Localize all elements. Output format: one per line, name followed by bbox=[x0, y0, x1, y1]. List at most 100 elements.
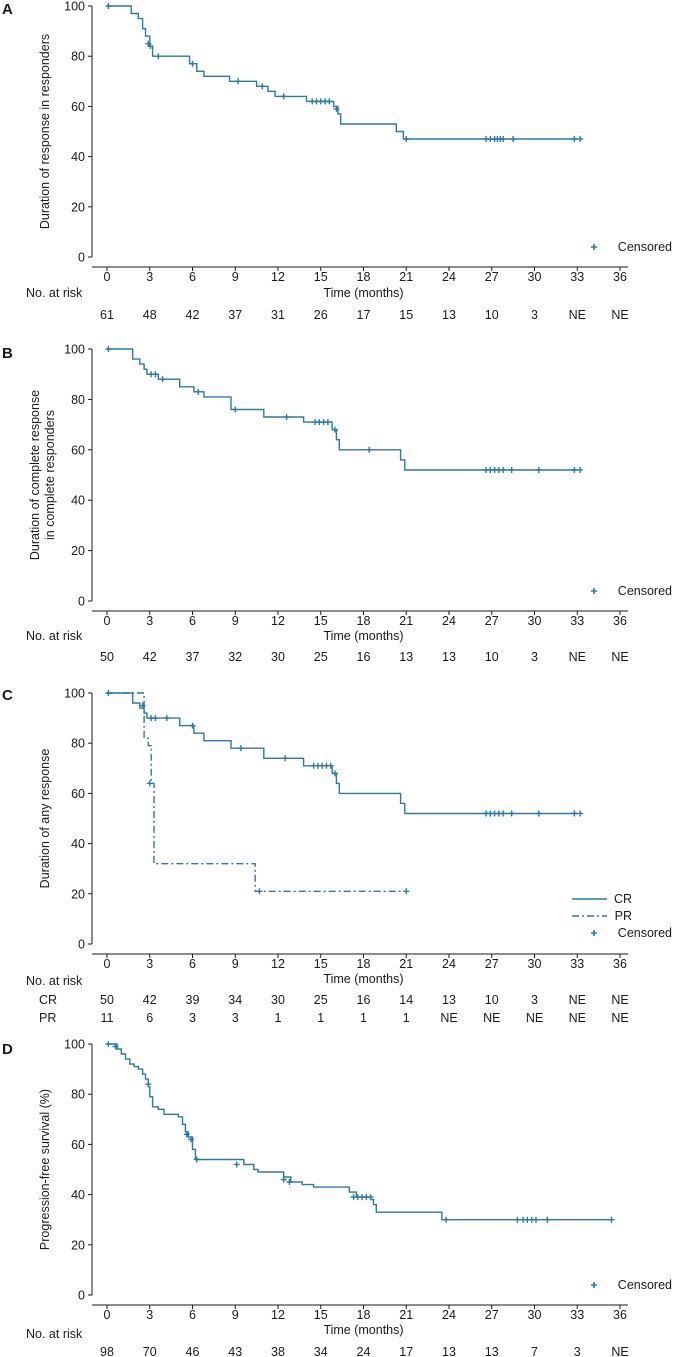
x-axis-title: Time (months) bbox=[323, 286, 403, 300]
risk-table-label: No. at risk bbox=[26, 974, 83, 988]
km-curve-pfs bbox=[107, 1043, 613, 1221]
panel-letter: C bbox=[2, 687, 13, 704]
y-tick-label: 0 bbox=[78, 251, 85, 265]
x-tick-label: 6 bbox=[189, 957, 196, 971]
censor-mark bbox=[233, 1161, 240, 1168]
censor-mark bbox=[280, 1176, 287, 1183]
censor-mark bbox=[282, 755, 289, 762]
x-tick-label: 12 bbox=[271, 270, 285, 284]
x-tick-label: 6 bbox=[189, 270, 196, 284]
risk-row-label: PR bbox=[39, 1011, 56, 1025]
risk-value: 50 bbox=[100, 993, 114, 1007]
x-tick-label: 15 bbox=[314, 1308, 328, 1322]
censor-mark bbox=[577, 810, 584, 817]
x-tick-label: 24 bbox=[442, 1308, 456, 1322]
x-tick-label: 18 bbox=[357, 957, 371, 971]
risk-value: NE bbox=[569, 308, 586, 322]
y-axis-title: in complete responders bbox=[43, 410, 57, 540]
y-tick-label: 0 bbox=[78, 1289, 85, 1303]
risk-value: 3 bbox=[574, 1345, 581, 1357]
censor-mark bbox=[403, 888, 410, 895]
panel-letter: D bbox=[2, 1041, 13, 1058]
censor-mark bbox=[163, 715, 170, 722]
km-curve-complete-responders bbox=[107, 348, 578, 471]
y-tick-label: 40 bbox=[71, 1188, 85, 1202]
x-tick-label: 3 bbox=[146, 614, 153, 628]
censor-mark bbox=[608, 1216, 615, 1223]
x-tick-label: 30 bbox=[528, 957, 542, 971]
risk-value: 13 bbox=[442, 308, 456, 322]
risk-value: 32 bbox=[228, 650, 242, 664]
censor-mark bbox=[332, 770, 338, 777]
censor-mark bbox=[324, 419, 331, 426]
censor-mark bbox=[152, 715, 159, 722]
x-tick-label: 0 bbox=[104, 957, 111, 971]
censor-mark bbox=[577, 466, 584, 473]
x-tick-label: 36 bbox=[613, 614, 627, 628]
x-tick-label: 0 bbox=[104, 270, 111, 284]
risk-value: 3 bbox=[189, 1011, 196, 1025]
censor-mark bbox=[195, 388, 202, 395]
risk-value: NE bbox=[611, 650, 628, 664]
x-tick-label: 9 bbox=[232, 614, 239, 628]
x-tick-label: 36 bbox=[613, 270, 627, 284]
risk-value: 46 bbox=[186, 1345, 200, 1357]
x-tick-label: 18 bbox=[357, 1308, 371, 1322]
x-tick-label: 15 bbox=[314, 957, 328, 971]
risk-value: 37 bbox=[186, 650, 200, 664]
risk-value: 25 bbox=[314, 650, 328, 664]
y-tick-label: 60 bbox=[71, 787, 85, 801]
censor-mark bbox=[514, 1216, 521, 1223]
censor-mark bbox=[145, 1081, 152, 1088]
risk-value: 3 bbox=[531, 993, 538, 1007]
censor-mark bbox=[332, 426, 338, 433]
censor-mark bbox=[147, 43, 154, 50]
censor-mark bbox=[535, 466, 542, 473]
risk-value: 15 bbox=[399, 308, 413, 322]
x-tick-label: 36 bbox=[613, 957, 627, 971]
risk-value: 1 bbox=[275, 1011, 282, 1025]
x-tick-label: 33 bbox=[570, 1308, 584, 1322]
km-curve-pr bbox=[107, 692, 407, 892]
legend-label: Censored bbox=[618, 240, 672, 254]
risk-value: 61 bbox=[100, 308, 114, 322]
x-tick-label: 12 bbox=[271, 614, 285, 628]
censor-mark bbox=[500, 810, 507, 817]
x-tick-label: 0 bbox=[104, 614, 111, 628]
risk-value: NE bbox=[611, 1011, 628, 1025]
risk-value: 42 bbox=[143, 650, 157, 664]
y-tick-label: 100 bbox=[64, 687, 85, 701]
x-axis-title: Time (months) bbox=[323, 972, 403, 986]
risk-value: 7 bbox=[531, 1345, 538, 1357]
x-tick-label: 30 bbox=[528, 614, 542, 628]
censor-mark bbox=[283, 414, 290, 421]
y-tick-label: 40 bbox=[71, 837, 85, 851]
risk-table-label: No. at risk bbox=[26, 1327, 83, 1341]
censor-mark bbox=[112, 1043, 119, 1050]
censor-mark bbox=[155, 53, 162, 60]
risk-value: 3 bbox=[232, 1011, 239, 1025]
censor-mark bbox=[105, 346, 112, 352]
panel-letter: B bbox=[2, 345, 13, 362]
y-axis-title: Duration of complete response bbox=[28, 390, 42, 560]
risk-value: 10 bbox=[485, 993, 499, 1007]
censor-mark bbox=[259, 83, 266, 90]
x-tick-label: 27 bbox=[485, 957, 499, 971]
risk-value: 10 bbox=[485, 650, 499, 664]
legend-label: Censored bbox=[618, 584, 672, 598]
risk-value: 1 bbox=[360, 1011, 367, 1025]
censor-mark bbox=[508, 466, 515, 473]
risk-row-label: CR bbox=[39, 993, 57, 1007]
censor-mark bbox=[159, 376, 166, 383]
risk-value: NE bbox=[440, 1011, 457, 1025]
x-tick-label: 33 bbox=[570, 957, 584, 971]
censor-mark bbox=[366, 446, 373, 453]
x-tick-label: 9 bbox=[232, 270, 239, 284]
y-tick-label: 100 bbox=[64, 343, 85, 357]
censor-mark bbox=[193, 1156, 200, 1163]
y-axis-title: Progression-free survival (%) bbox=[38, 1089, 52, 1250]
y-tick-label: 20 bbox=[71, 200, 85, 214]
y-tick-label: 80 bbox=[71, 393, 85, 407]
